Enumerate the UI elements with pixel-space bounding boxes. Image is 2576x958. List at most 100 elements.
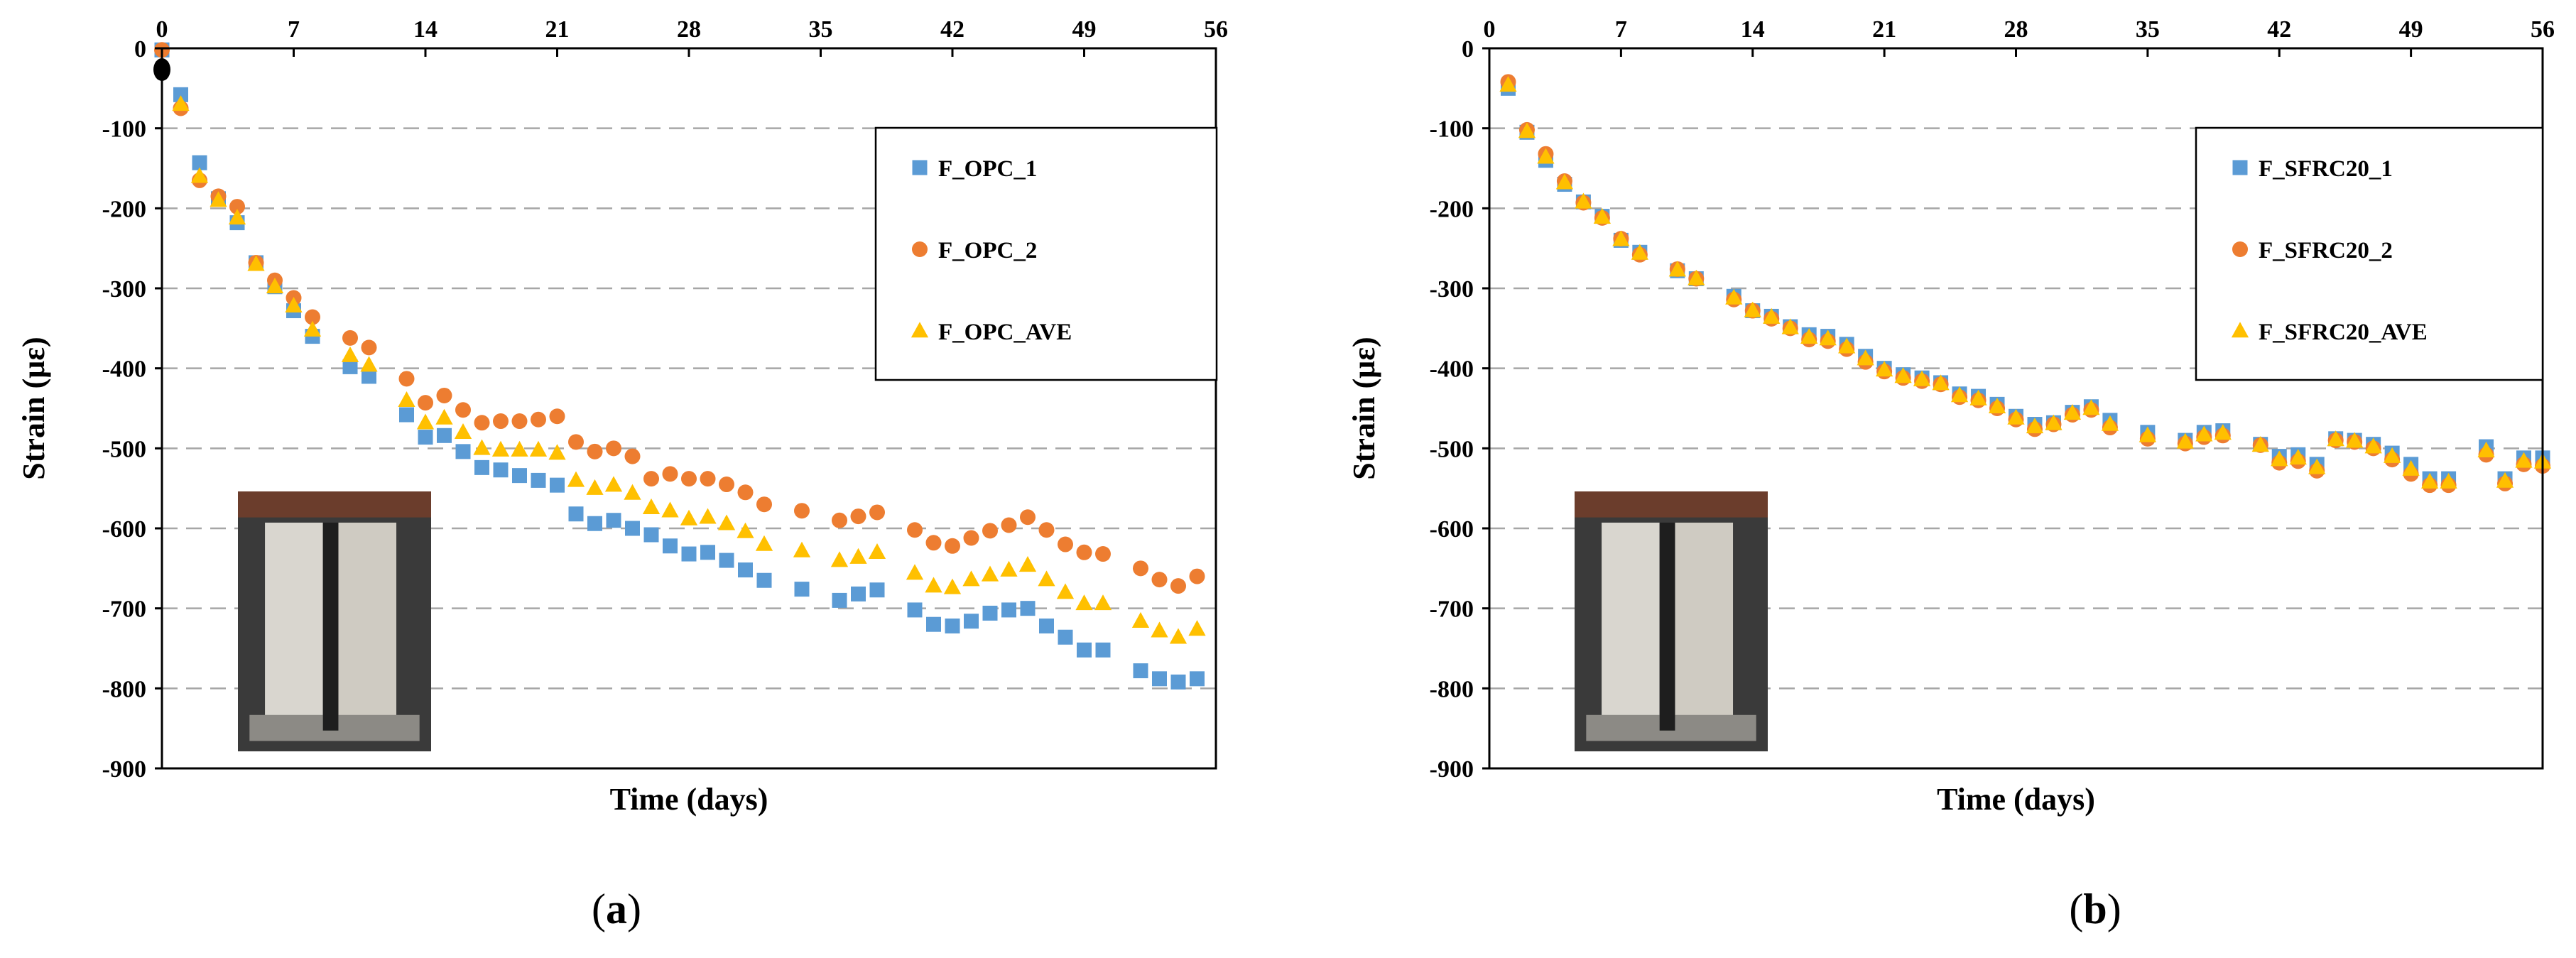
y-tick-label: -500 — [102, 436, 146, 462]
data-point — [399, 407, 414, 423]
data-point — [2364, 437, 2382, 454]
data-point — [437, 428, 452, 443]
data-point — [586, 479, 604, 495]
panel-a-y-axis-title: Strain (με) — [16, 337, 51, 479]
data-point — [830, 551, 849, 567]
y-tick-label: -700 — [1430, 597, 1474, 623]
data-point — [1763, 307, 1781, 324]
data-point — [756, 496, 772, 513]
data-point — [2440, 472, 2457, 489]
data-point — [737, 522, 754, 538]
specimen-left — [1602, 522, 1660, 731]
data-point — [568, 506, 584, 522]
data-point — [342, 359, 358, 374]
data-point — [2384, 447, 2401, 463]
x-tick-label: 42 — [940, 16, 964, 43]
data-point — [493, 413, 509, 430]
data-point — [1133, 560, 1148, 577]
data-point — [550, 477, 565, 493]
data-point — [681, 471, 697, 487]
panel-a-x-axis-title: Time (days) — [610, 782, 768, 817]
data-point — [1152, 671, 1167, 687]
data-point — [832, 592, 847, 608]
data-point — [661, 501, 679, 518]
data-point — [1188, 620, 1206, 636]
y-tick-label: -200 — [1430, 196, 1474, 222]
data-point — [719, 553, 734, 568]
data-point — [1170, 578, 1186, 594]
data-point — [851, 586, 866, 602]
data-point — [1131, 611, 1150, 628]
data-point — [680, 509, 698, 526]
data-point — [719, 477, 734, 493]
data-point — [700, 471, 716, 487]
data-point — [2496, 472, 2514, 488]
data-point — [1857, 349, 1874, 366]
data-point — [2138, 426, 2157, 442]
panel-b-x-axis-title: Time (days) — [1937, 782, 2095, 817]
data-point — [945, 618, 960, 633]
data-point — [832, 512, 847, 528]
y-tick-label: -200 — [102, 196, 146, 222]
data-point — [642, 498, 661, 514]
data-point — [1190, 671, 1205, 687]
data-point — [2271, 450, 2288, 467]
x-tick-label: 56 — [1204, 16, 1228, 43]
data-point — [2176, 432, 2194, 449]
data-point — [755, 535, 773, 551]
x-tick-label: 35 — [809, 16, 833, 43]
specimen-right — [1675, 522, 1734, 731]
data-point — [2195, 425, 2213, 442]
data-point — [1151, 572, 1168, 588]
data-point — [341, 346, 359, 362]
photo-top-strip — [238, 491, 431, 518]
data-point — [418, 395, 433, 411]
data-point — [624, 448, 641, 464]
data-point — [1913, 370, 1931, 386]
data-point — [1499, 76, 1517, 92]
y-tick-label: -100 — [102, 116, 146, 143]
data-point — [454, 423, 472, 440]
legend-marker — [912, 160, 928, 175]
panel-a-legend: F_OPC_1 F_OPC_2 F_OPC_AVE — [874, 126, 1218, 381]
data-point — [1819, 330, 1837, 346]
data-point — [869, 504, 885, 521]
data-point — [737, 484, 754, 501]
data-point — [1988, 397, 2006, 414]
panel-b-y-axis-ticks: 0 -100 -200 -300 -400 -500 -600 -700 -800 -900 — [1430, 36, 1489, 783]
data-point — [625, 521, 640, 536]
data-point — [907, 602, 923, 618]
series-F_SFRC20_AVE — [1499, 76, 2552, 489]
legend-label: F_SFRC20_2 — [2259, 238, 2393, 263]
panel-a-x-axis-ticks: 0 7 14 21 28 35 42 49 56 — [153, 16, 1228, 81]
data-point — [1725, 288, 1743, 305]
data-point — [531, 411, 546, 428]
data-point — [1875, 361, 1893, 377]
data-point — [925, 535, 942, 551]
data-point — [1537, 148, 1555, 164]
data-point — [2308, 458, 2326, 474]
data-point — [228, 209, 246, 225]
data-point — [1668, 261, 1686, 277]
data-point — [1094, 594, 1112, 611]
data-point — [2251, 436, 2269, 452]
data-point — [1000, 560, 1018, 577]
panel-a-y-axis-ticks: 0 -100 -200 -300 -400 -500 -600 -700 -800 -900 — [102, 36, 162, 783]
data-point — [794, 503, 810, 519]
y-tick-label: -700 — [102, 597, 146, 623]
data-point — [529, 440, 548, 457]
x-tick-label: 0 — [1484, 16, 1496, 43]
data-point — [1018, 556, 1037, 572]
specimen-left — [265, 522, 323, 731]
data-point — [548, 444, 566, 460]
data-point — [663, 538, 678, 554]
data-point — [1800, 327, 1818, 344]
x-tick-label: 28 — [2004, 16, 2028, 43]
legend-label: F_SFRC20_1 — [2259, 156, 2393, 182]
data-point — [1781, 318, 1799, 334]
panel-b: 0 -100 -200 -300 -400 -500 -600 -700 -800 -900 0 7… — [1347, 16, 2555, 932]
data-point — [360, 356, 378, 372]
y-tick-label: -400 — [102, 356, 146, 383]
data-point — [662, 466, 678, 482]
